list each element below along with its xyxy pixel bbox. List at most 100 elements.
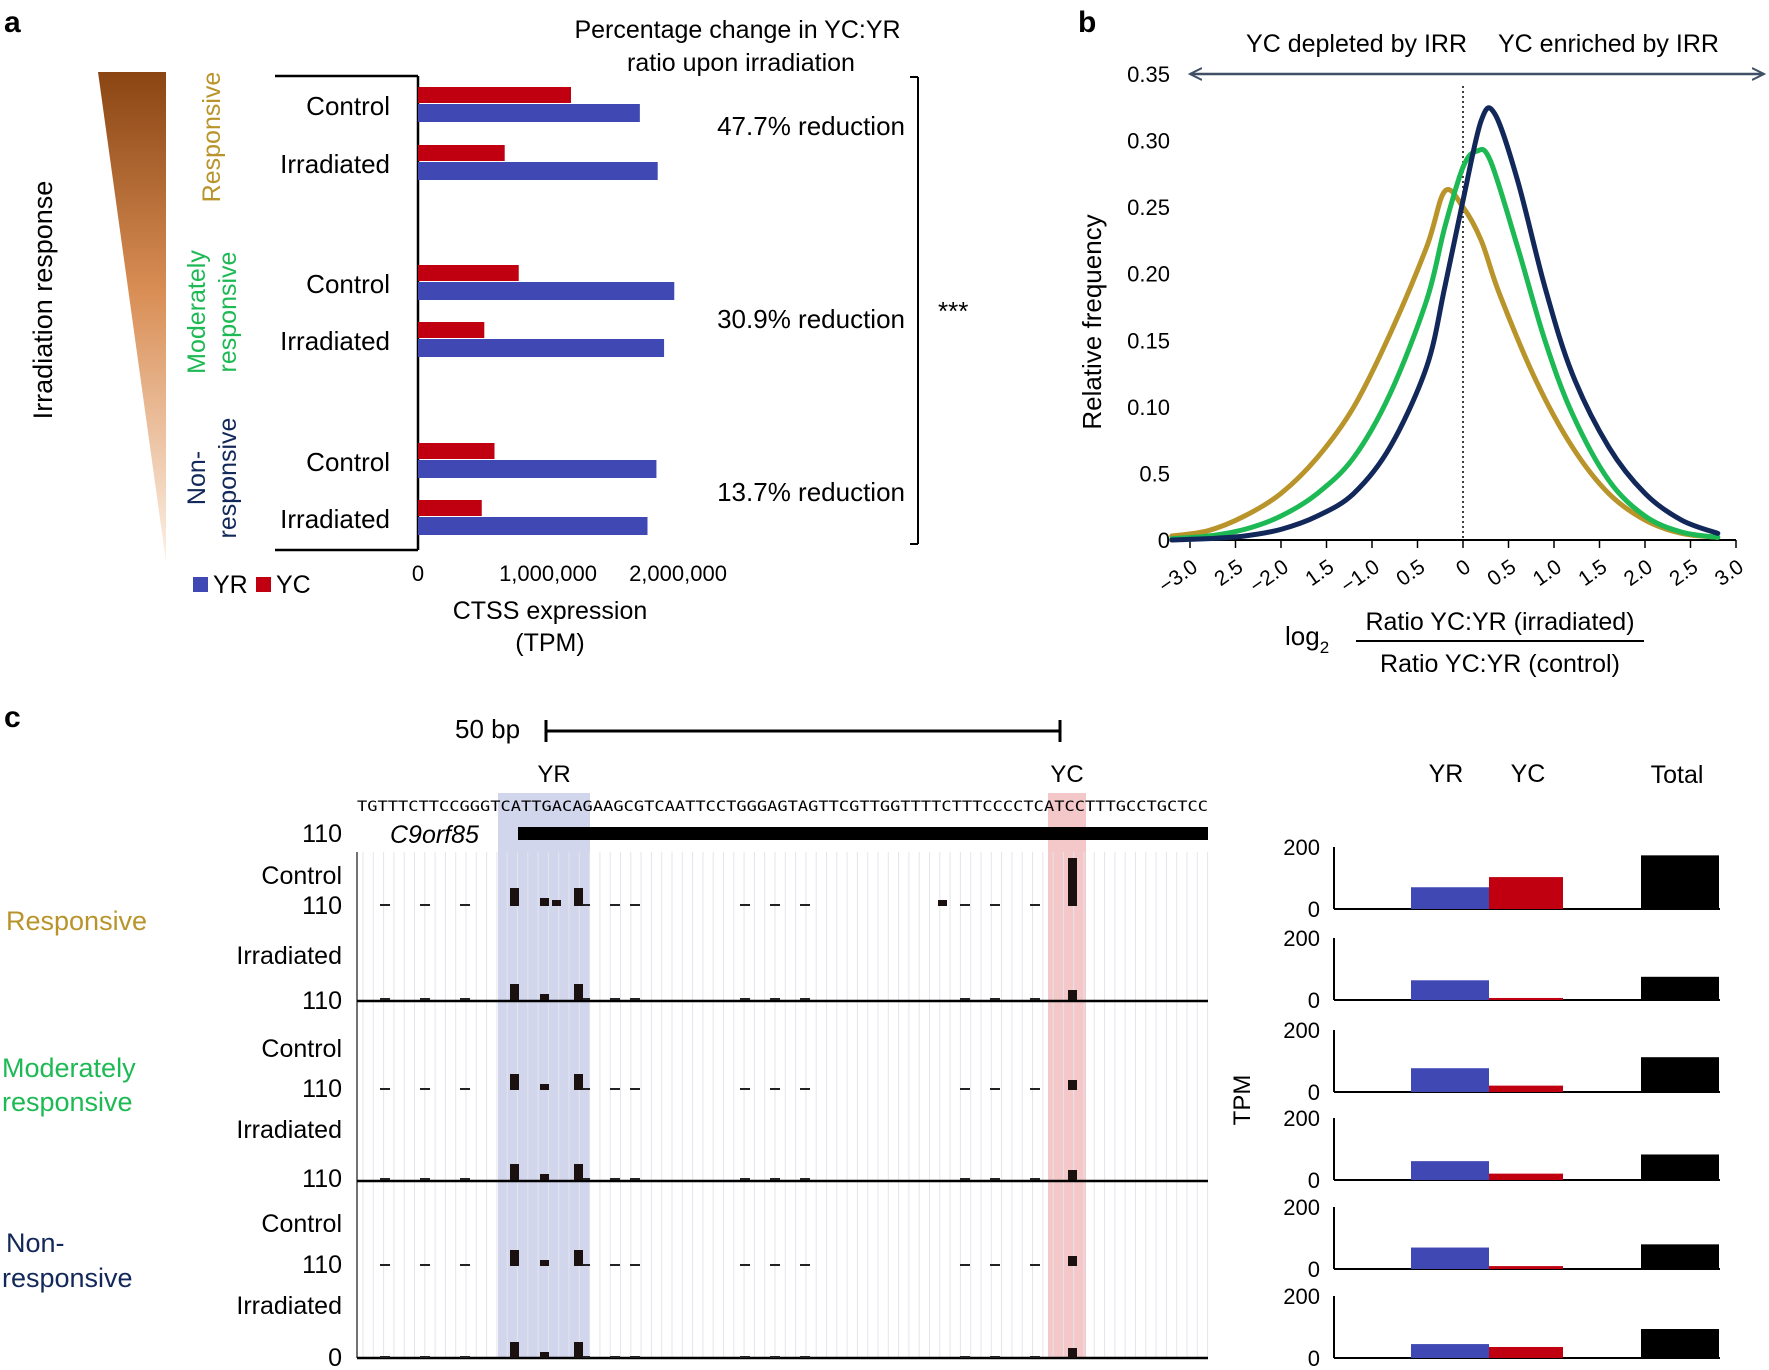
track-name: Irradiated xyxy=(236,1292,342,1320)
x-tick-label: −2.0 xyxy=(1246,555,1293,598)
reduction-header-line2: ratio upon irradiation xyxy=(627,49,855,77)
track-group-label: Moderately xyxy=(2,1053,136,1083)
yc-bar xyxy=(418,443,495,459)
x-tick-label: −1.0 xyxy=(1337,555,1384,598)
signal-dash xyxy=(960,1178,970,1180)
signal-dash xyxy=(460,1356,470,1358)
signal-dash xyxy=(960,998,970,1000)
signal-peak xyxy=(574,1342,583,1358)
yr-bar xyxy=(418,460,657,478)
track-name: Control xyxy=(261,862,342,890)
x-tick-label: −3.0 xyxy=(1155,555,1202,598)
yc-bar xyxy=(418,145,505,161)
x-tick-label: 1.0 xyxy=(1529,555,1566,591)
panel-a-legend: YR YC xyxy=(193,571,311,599)
tpm-bar-yr xyxy=(1411,1161,1489,1180)
signal-dash xyxy=(610,1264,620,1266)
y-tick-label: 0.25 xyxy=(1127,195,1170,220)
signal-dash xyxy=(770,1088,780,1090)
signal-dash xyxy=(630,1356,640,1358)
signal-peak xyxy=(1068,1170,1077,1180)
signal-dash xyxy=(990,904,1000,906)
ratio-numerator: Ratio YC:YR (irradiated) xyxy=(1365,608,1634,636)
gene-name: C9orf85 xyxy=(390,821,479,849)
signal-dash xyxy=(740,1178,750,1180)
tpm-bar-yc xyxy=(1489,1346,1563,1358)
tpm-bar-total xyxy=(1641,855,1719,909)
reduction-label: 13.7% reduction xyxy=(717,477,905,507)
tpm-bar-total xyxy=(1641,976,1719,1000)
log-subscript: 2 xyxy=(1320,638,1329,657)
category-label: Control xyxy=(306,91,390,121)
signal-peak xyxy=(540,898,549,906)
signal-peak xyxy=(574,1164,583,1180)
tpm-bar-yc xyxy=(1489,997,1563,1000)
signal-peak xyxy=(574,984,583,1000)
group-label: Non- xyxy=(183,451,211,505)
signal-dash xyxy=(380,998,390,1000)
signal-peak xyxy=(510,984,519,1000)
track-scale-label: 110 xyxy=(302,1165,342,1193)
x-tick-label: 1,000,000 xyxy=(499,561,597,586)
signal-dash xyxy=(800,904,810,906)
signal-dash xyxy=(960,1264,970,1266)
bar-y-tick-zero: 0 xyxy=(1308,1168,1320,1193)
tpm-bar-total xyxy=(1641,1329,1719,1358)
bar-y-tick-zero: 0 xyxy=(1308,1346,1320,1370)
signal-dash xyxy=(960,1356,970,1358)
signal-dash xyxy=(1030,1088,1040,1090)
track-scale-label: 110 xyxy=(302,1251,342,1279)
x-tick-label: 0.5 xyxy=(1483,555,1520,591)
tpm-axis-label: TPM xyxy=(1229,1075,1256,1126)
signal-dash xyxy=(380,1356,390,1358)
group-label: Moderately xyxy=(183,250,211,374)
tpm-bar-total xyxy=(1641,1244,1719,1269)
signal-dash xyxy=(1030,1178,1040,1180)
signal-peak xyxy=(540,1352,549,1358)
panel-b-label: b xyxy=(1078,6,1096,39)
x-tick-label: 0 xyxy=(1452,555,1475,581)
x-tick-label: 1.5 xyxy=(1574,555,1611,591)
group-label: Responsive xyxy=(198,72,226,203)
signal-dash xyxy=(610,1088,620,1090)
signal-dash xyxy=(580,1178,590,1180)
signal-dash xyxy=(580,1088,590,1090)
bar-y-tick-top: 200 xyxy=(1283,1195,1320,1220)
track-group-label: responsive xyxy=(2,1087,133,1117)
signal-dash xyxy=(960,904,970,906)
group-label: responsive xyxy=(214,418,242,539)
signal-dash xyxy=(1030,904,1040,906)
right-arrow-label: YC enriched by IRR xyxy=(1498,30,1719,58)
signal-dash xyxy=(420,1178,430,1180)
track-scale-label: 110 xyxy=(302,820,342,848)
reduction-label: 30.9% reduction xyxy=(717,304,905,334)
signal-dash xyxy=(380,904,390,906)
signal-dash xyxy=(630,1088,640,1090)
tpm-bar-yr xyxy=(1411,980,1489,1000)
signal-dash xyxy=(800,998,810,1000)
signal-peak xyxy=(510,1164,519,1180)
signal-dash xyxy=(740,1088,750,1090)
legend-yr-swatch xyxy=(193,577,208,592)
panel-a-bar-chart: Control Irradiated Control Irradiated Contro… xyxy=(275,74,905,657)
signal-dash xyxy=(800,1264,810,1266)
track-name: Irradiated xyxy=(236,942,342,970)
x-axis-label-line2: (TPM) xyxy=(515,629,584,657)
signal-peak xyxy=(1068,1348,1077,1358)
signal-peak xyxy=(1068,858,1077,906)
signal-dash xyxy=(770,1264,780,1266)
y-tick-label: 0.20 xyxy=(1127,262,1170,287)
log-text: log xyxy=(1285,621,1320,651)
yc-bar xyxy=(418,87,571,103)
signal-dash xyxy=(770,1356,780,1358)
signal-peak xyxy=(574,888,583,906)
ratio-denominator: Ratio YC:YR (control) xyxy=(1380,650,1620,678)
genome-tracks: 110 110 110 110 110 110 0 Control Irradiated Cont… xyxy=(236,820,1209,1370)
panel-c-label: c xyxy=(4,701,21,734)
signal-dash xyxy=(990,1264,1000,1266)
yr-bar xyxy=(418,104,640,122)
signal-dash xyxy=(610,1178,620,1180)
signal-dash xyxy=(580,904,590,906)
